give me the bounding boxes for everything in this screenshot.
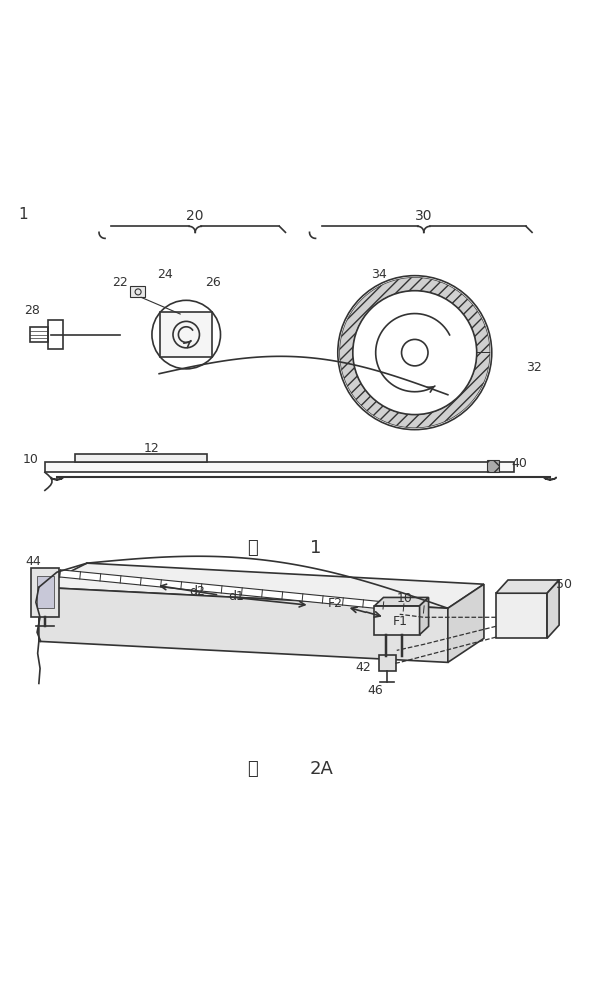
Polygon shape bbox=[31, 568, 59, 617]
Text: 34: 34 bbox=[371, 268, 387, 281]
Text: 28: 28 bbox=[24, 304, 39, 317]
Text: d2: d2 bbox=[189, 585, 205, 598]
Text: 32: 32 bbox=[526, 361, 542, 374]
Polygon shape bbox=[487, 460, 499, 472]
Polygon shape bbox=[375, 597, 429, 606]
Polygon shape bbox=[448, 584, 484, 662]
Text: 1: 1 bbox=[18, 207, 27, 222]
Text: 12: 12 bbox=[144, 442, 160, 455]
Polygon shape bbox=[339, 277, 490, 428]
Polygon shape bbox=[160, 312, 212, 357]
Text: 2A: 2A bbox=[310, 760, 333, 778]
Polygon shape bbox=[75, 454, 207, 462]
Text: 44: 44 bbox=[25, 555, 41, 568]
Polygon shape bbox=[375, 606, 419, 635]
Text: 42: 42 bbox=[356, 661, 371, 674]
Polygon shape bbox=[419, 597, 429, 635]
Text: F1: F1 bbox=[393, 615, 407, 628]
Text: 图: 图 bbox=[247, 760, 258, 778]
Polygon shape bbox=[59, 570, 424, 613]
Text: 10: 10 bbox=[23, 453, 39, 466]
Text: 图: 图 bbox=[247, 539, 258, 557]
Polygon shape bbox=[496, 593, 547, 638]
Text: 20: 20 bbox=[186, 209, 204, 223]
Polygon shape bbox=[37, 576, 54, 608]
Polygon shape bbox=[547, 580, 559, 638]
Text: 46: 46 bbox=[368, 684, 384, 697]
Text: 10: 10 bbox=[397, 592, 413, 605]
Text: 30: 30 bbox=[415, 209, 433, 223]
Text: d1: d1 bbox=[228, 590, 244, 603]
Polygon shape bbox=[39, 587, 448, 662]
Text: 1: 1 bbox=[310, 539, 321, 557]
Text: 40: 40 bbox=[511, 457, 527, 470]
Polygon shape bbox=[39, 563, 484, 608]
Polygon shape bbox=[131, 286, 144, 297]
Polygon shape bbox=[379, 655, 396, 671]
Circle shape bbox=[353, 291, 476, 415]
Text: 24: 24 bbox=[157, 268, 173, 281]
Text: 22: 22 bbox=[112, 276, 128, 289]
Text: 50: 50 bbox=[556, 578, 572, 591]
Polygon shape bbox=[496, 580, 559, 593]
Text: 26: 26 bbox=[205, 276, 221, 289]
Polygon shape bbox=[45, 462, 514, 472]
Text: F2: F2 bbox=[328, 597, 342, 610]
